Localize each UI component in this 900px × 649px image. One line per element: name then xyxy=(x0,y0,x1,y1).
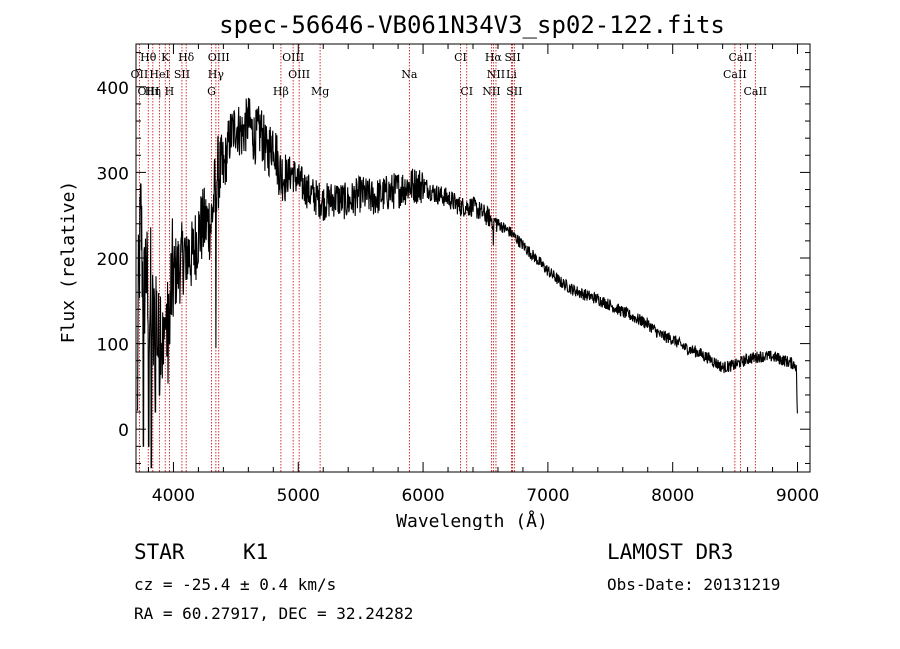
line-label: OIII xyxy=(282,51,304,64)
line-label: Hη xyxy=(145,85,161,98)
x-tick-label: 8000 xyxy=(651,486,694,506)
line-label: OIII xyxy=(137,85,159,98)
line-label: SII xyxy=(174,68,190,81)
y-tick-label: 0 xyxy=(118,421,129,441)
line-label: NII xyxy=(482,85,500,98)
x-tick-label: 9000 xyxy=(776,486,819,506)
y-axis-label: Flux (relative) xyxy=(58,181,79,344)
line-label: Hθ xyxy=(140,51,157,64)
line-label: CI xyxy=(460,85,473,98)
line-label: OII xyxy=(131,68,149,81)
line-label: OIII xyxy=(208,51,230,64)
line-label: Hγ xyxy=(208,68,225,81)
line-label: CaII xyxy=(723,68,747,81)
x-axis-ticks: 4000 5000 6000 7000 8000 9000 xyxy=(147,44,819,506)
line-label: SII xyxy=(504,51,520,64)
line-label: SII xyxy=(506,85,522,98)
survey-name: LAMOST DR3 xyxy=(607,540,734,564)
chart-title: spec-56646-VB061N34V3_sp02-122.fits xyxy=(219,11,725,39)
line-label: G xyxy=(207,85,216,98)
line-label: OIII xyxy=(288,68,310,81)
line-label: Hα xyxy=(485,51,503,64)
plot-frame xyxy=(135,43,811,473)
line-label: Hδ xyxy=(178,51,195,64)
line-label: CaII xyxy=(743,85,767,98)
line-label: Na xyxy=(401,68,418,81)
object-class: STAR xyxy=(134,540,185,564)
y-tick-label: 100 xyxy=(97,336,129,356)
y-axis-ticks: 0 100 200 300 400 xyxy=(97,52,810,464)
line-label: Mg xyxy=(311,85,329,98)
x-tick-label: 4000 xyxy=(152,486,195,506)
y-tick-label: 300 xyxy=(97,164,129,184)
line-label: H xyxy=(165,85,175,98)
object-subclass: K1 xyxy=(243,540,269,564)
line-label: HeI xyxy=(149,68,169,81)
spectrum-line xyxy=(136,97,798,469)
y-tick-label: 400 xyxy=(97,79,129,99)
coordinates: RA = 60.27917, DEC = 32.24282 xyxy=(134,604,414,623)
line-label: Li xyxy=(506,68,517,81)
line-label: K xyxy=(161,51,170,64)
line-label: CI xyxy=(454,51,467,64)
y-tick-label: 200 xyxy=(97,250,129,270)
line-markers xyxy=(138,44,756,472)
line-label: Hβ xyxy=(273,85,289,98)
redshift-readout: cz = -25.4 ± 0.4 km/s xyxy=(134,575,337,594)
x-tick-label: 5000 xyxy=(277,486,320,506)
spectrum-chart: spec-56646-VB061N34V3_sp02-122.fits Hθ K H… xyxy=(58,11,819,530)
x-tick-label: 6000 xyxy=(401,486,444,506)
line-label: CaII xyxy=(729,51,753,64)
x-axis-label: Wavelength (Å) xyxy=(396,510,548,530)
obs-date: Obs-Date: 20131219 xyxy=(607,575,781,594)
line-label: NII xyxy=(487,68,505,81)
x-tick-label: 7000 xyxy=(526,486,569,506)
